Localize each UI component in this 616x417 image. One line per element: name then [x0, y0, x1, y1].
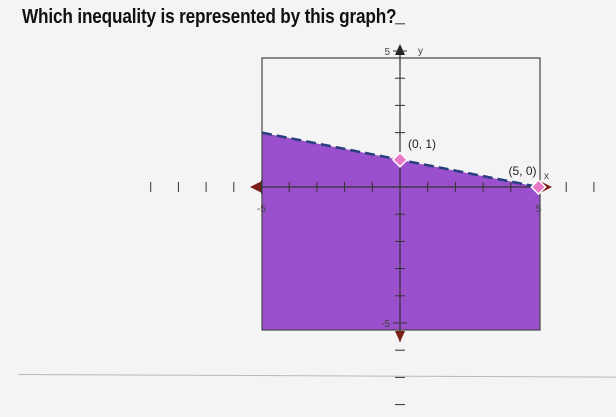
- plotted-point: [391, 151, 409, 168]
- question-text: Which inequality is represented by this …: [22, 6, 397, 28]
- x-tick-label: -5: [257, 204, 266, 215]
- y-tick-label: -5: [381, 319, 390, 330]
- y-axis-label: y: [418, 46, 423, 57]
- label-layer: -5 5 5 -5 x y (0, 1) (5, 0): [257, 46, 549, 330]
- plotted-point: [530, 178, 547, 196]
- shaded-region: [262, 132, 540, 330]
- axes-layer: [250, 44, 552, 342]
- point-label: (5, 0): [509, 164, 537, 178]
- point-layer: [391, 151, 547, 196]
- y-axis-arrow-up: [395, 44, 405, 55]
- x-axis-arrow-left: [250, 181, 262, 193]
- x-tick-label: 5: [536, 204, 542, 215]
- point-label: (0, 1): [408, 137, 436, 151]
- shaded-region-layer: [262, 132, 540, 330]
- x-axis-label: x: [544, 171, 549, 182]
- y-tick-label: 5: [384, 47, 390, 58]
- y-axis-arrow-down: [395, 331, 405, 342]
